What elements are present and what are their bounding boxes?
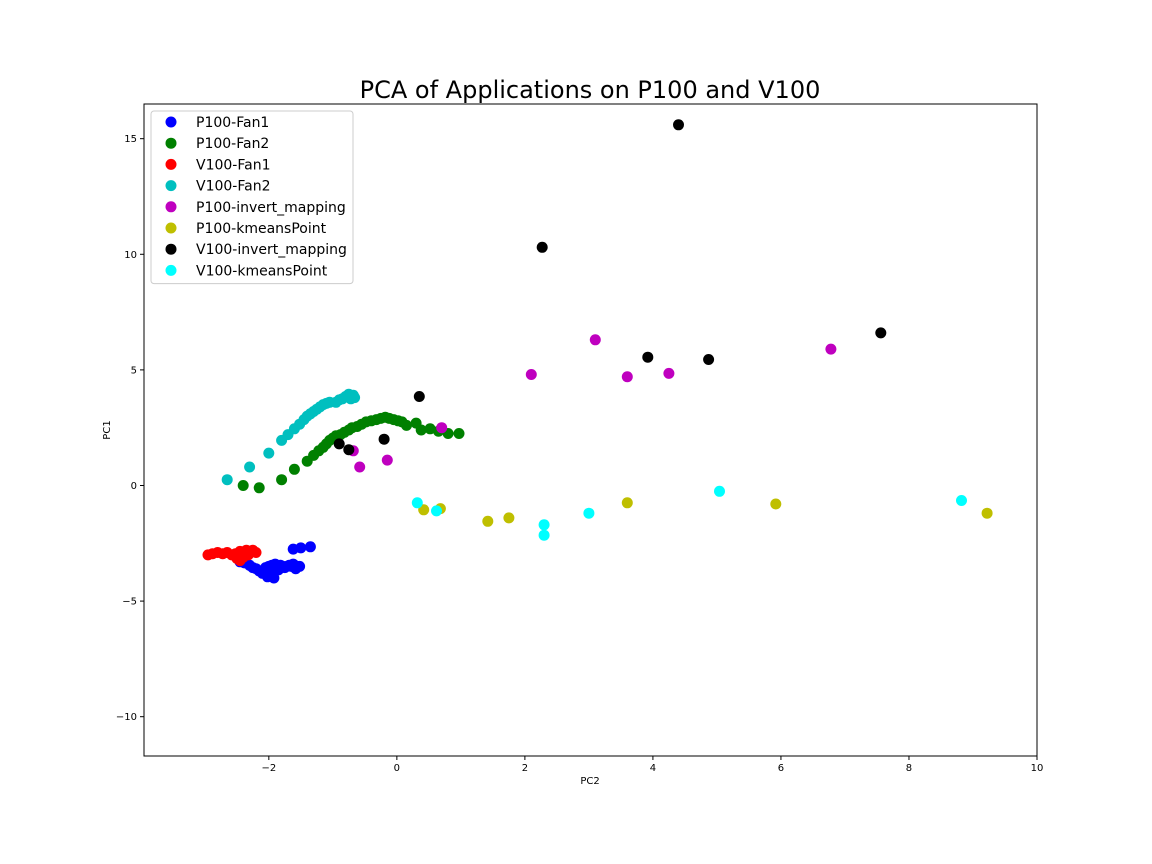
series-P100-Fan2 <box>237 411 465 494</box>
data-point <box>981 507 993 519</box>
legend-marker <box>165 222 177 234</box>
data-point <box>295 542 307 554</box>
legend-label: V100-invert_mapping <box>196 242 347 258</box>
x-axis: −2 0 2 4 6 8 10 <box>261 756 1043 774</box>
data-point <box>221 474 233 486</box>
y-tick-label: 0 <box>131 481 137 492</box>
y-tick-label: 10 <box>124 250 137 261</box>
legend-marker <box>165 264 177 276</box>
legend-box <box>150 110 354 285</box>
data-point <box>583 507 595 519</box>
data-point <box>453 428 465 439</box>
data-point <box>663 367 675 379</box>
x-tick-label: 6 <box>778 763 784 774</box>
data-point <box>875 327 887 339</box>
data-point <box>415 424 427 436</box>
legend-label: V100-Fan2 <box>196 179 270 195</box>
data-point <box>237 480 249 491</box>
legend-item: P100-Fan1 <box>165 115 269 131</box>
chart-title: PCA of Applications on P100 and V100 <box>360 76 821 104</box>
data-point <box>268 572 280 584</box>
legend-label: P100-Fan1 <box>196 115 269 131</box>
y-tick-label: −10 <box>116 712 137 723</box>
data-point <box>482 515 494 527</box>
legend-label: P100-kmeansPoint <box>196 221 327 237</box>
series-V100-invert_mapping <box>333 119 887 456</box>
x-tick-label: −2 <box>261 763 276 774</box>
data-point <box>354 461 366 473</box>
legend-marker <box>165 137 177 149</box>
data-point <box>956 495 967 506</box>
x-tick-label: 8 <box>906 763 912 774</box>
series-V100-kmeansPoint <box>411 485 967 541</box>
x-tick-label: 0 <box>394 763 400 774</box>
data-point <box>333 438 345 450</box>
data-point <box>431 505 442 517</box>
y-tick-label: 15 <box>124 134 137 145</box>
legend-marker <box>165 243 177 255</box>
data-point <box>294 560 306 572</box>
x-tick-label: 10 <box>1031 763 1044 774</box>
legend-item: P100-invert_mapping <box>165 200 346 216</box>
legend-label: P100-invert_mapping <box>196 200 346 216</box>
x-tick-label: 2 <box>522 763 528 774</box>
data-point <box>381 454 393 466</box>
legend-marker <box>165 201 177 213</box>
data-point <box>525 369 537 380</box>
legend-item: P100-Fan2 <box>165 136 269 152</box>
data-point <box>411 497 423 509</box>
legend-marker <box>165 180 177 192</box>
data-point <box>621 497 633 509</box>
data-point <box>642 351 654 363</box>
data-point <box>538 519 550 531</box>
data-point <box>250 547 262 558</box>
data-point <box>436 422 448 434</box>
y-axis-label: PC1 <box>102 420 113 439</box>
data-point <box>714 485 725 497</box>
legend-item: V100-kmeansPoint <box>165 263 328 279</box>
data-point <box>231 552 243 564</box>
y-tick-label: 5 <box>131 365 137 376</box>
data-point <box>413 391 425 402</box>
y-tick-label: −5 <box>122 597 137 608</box>
data-point <box>418 504 430 516</box>
data-point <box>673 119 684 131</box>
data-point <box>503 512 515 524</box>
data-point <box>424 423 436 435</box>
data-point <box>770 498 782 510</box>
data-point <box>263 447 275 459</box>
data-point <box>304 541 316 553</box>
x-tick-label: 4 <box>650 763 656 774</box>
data-point <box>244 461 256 473</box>
data-point <box>825 343 837 355</box>
data-point <box>401 419 412 431</box>
data-point <box>536 241 548 253</box>
data-point <box>703 354 715 365</box>
data-point <box>589 334 601 346</box>
data-point <box>343 444 355 456</box>
data-point <box>378 433 390 445</box>
series-V100-Fan1 <box>202 544 262 567</box>
data-point <box>538 529 550 541</box>
legend: P100-Fan1 P100-Fan2 V100-Fan1 V100-Fan2 P100… <box>150 110 354 285</box>
legend-item: V100-Fan2 <box>165 179 270 195</box>
legend-label: V100-kmeansPoint <box>196 263 328 279</box>
data-point <box>288 463 300 475</box>
series-V100-Fan2 <box>221 388 361 486</box>
legend-item: V100-Fan1 <box>165 157 270 173</box>
legend-item: P100-kmeansPoint <box>165 221 327 237</box>
data-point <box>253 482 265 494</box>
y-axis: −10 −5 0 5 10 15 <box>116 134 144 723</box>
legend-marker <box>165 158 177 170</box>
legend-label: V100-Fan1 <box>196 157 270 173</box>
data-point <box>621 371 633 383</box>
x-axis-label: PC2 <box>580 776 599 787</box>
data-point <box>349 392 361 404</box>
data-point <box>276 474 288 486</box>
legend-item: V100-invert_mapping <box>165 242 347 258</box>
legend-marker <box>165 116 177 128</box>
legend-label: P100-Fan2 <box>196 136 269 152</box>
